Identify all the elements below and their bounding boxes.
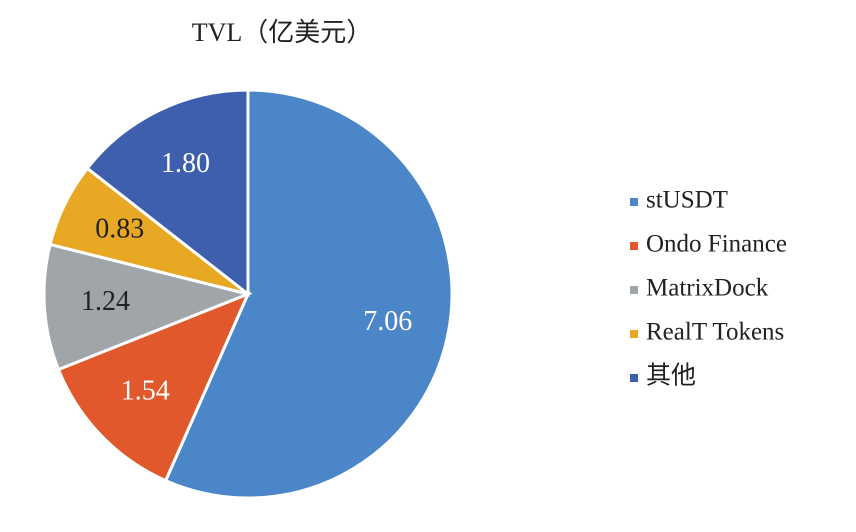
data-label: 1.24 — [81, 286, 130, 317]
data-label: 7.06 — [363, 306, 412, 337]
legend-swatch — [630, 198, 638, 206]
data-label: 0.83 — [95, 214, 144, 245]
pie-slice — [56, 291, 251, 483]
pie-slice — [42, 242, 253, 372]
data-label: 1.80 — [161, 148, 210, 179]
legend-label: 其他 — [646, 362, 696, 390]
pie-slice — [163, 88, 454, 500]
pie-slice — [85, 88, 250, 298]
legend-label: Ondo Finance — [646, 231, 787, 258]
legend-label: RealT Tokens — [646, 319, 784, 346]
chart-title: TVL（亿美元） — [192, 18, 373, 47]
legend-label: stUSDT — [646, 187, 728, 214]
legend-swatch — [630, 242, 638, 250]
legend-swatch — [630, 286, 638, 294]
legend-swatch — [630, 330, 638, 338]
legend-label: MatrixDock — [646, 275, 769, 302]
data-label: 1.54 — [121, 376, 170, 407]
legend-swatch — [630, 374, 638, 382]
